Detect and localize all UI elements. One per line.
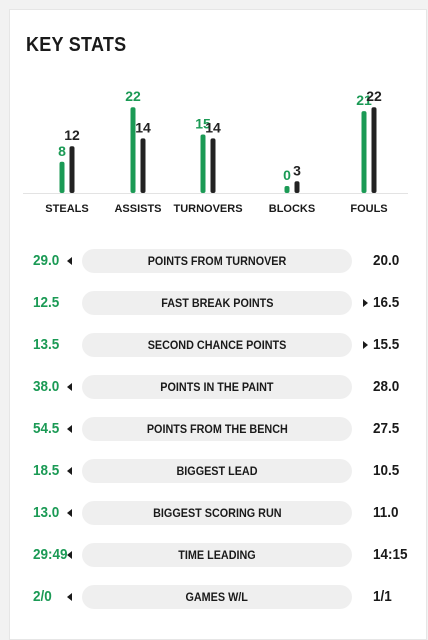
leader-left-arrow-icon [67, 551, 72, 559]
leader-left-arrow-icon [67, 257, 72, 265]
bar-fouls-team2 [371, 107, 377, 193]
stat-row: 2/0 GAMES W/L 1/1 [10, 585, 428, 609]
stat-row: 29:49 TIME LEADING 14:15 [10, 543, 428, 567]
stat-row: 38.0 POINTS IN THE PAINT 28.0 [10, 375, 428, 399]
stat-row: 54.5 POINTS FROM THE BENCH 27.5 [10, 417, 428, 441]
leader-left-arrow-icon [67, 425, 72, 433]
category-label-turnovers: TURNOVERS [173, 203, 242, 215]
bar-value-fouls-team2: 22 [366, 88, 382, 104]
bar-fouls-team1 [361, 111, 367, 193]
stat-label: TIME LEADING [178, 548, 256, 562]
bar-turnovers-team2 [210, 138, 216, 193]
bar-value-steals-team2: 12 [64, 127, 80, 143]
category-label-steals: STEALS [45, 203, 88, 215]
bar-value-fouls-team1: 21 [356, 92, 372, 108]
bar-turnovers-team1 [200, 134, 206, 193]
stat-left-value: 54.5 [33, 420, 60, 437]
stat-label-pill: BIGGEST SCORING RUN [82, 501, 352, 525]
bar-value-turnovers-team2: 14 [205, 119, 221, 135]
stat-left-value: 13.0 [33, 504, 60, 521]
stat-label-pill: GAMES W/L [82, 585, 352, 609]
stat-label-pill: POINTS IN THE PAINT [82, 375, 352, 399]
stat-label: BIGGEST LEAD [176, 464, 258, 478]
stat-right-value: 14:15 [373, 546, 408, 563]
stat-row: 18.5 BIGGEST LEAD 10.5 [10, 459, 428, 483]
stat-label: POINTS FROM TURNOVER [147, 254, 287, 268]
bar-blocks-team2 [294, 181, 300, 193]
bar-value-assists-team2: 14 [135, 119, 151, 135]
bar-blocks-team1 [284, 186, 290, 193]
bar-value-blocks-team2: 3 [293, 162, 301, 178]
stat-label-pill: BIGGEST LEAD [82, 459, 352, 483]
leader-left-arrow-icon [67, 593, 72, 601]
stat-left-value: 12.5 [33, 294, 60, 311]
leader-left-arrow-icon [67, 467, 72, 475]
stat-left-value: 2/0 [33, 588, 52, 605]
category-label-fouls: FOULS [350, 203, 387, 215]
stat-left-value: 13.5 [33, 336, 60, 353]
stat-row: 13.0 BIGGEST SCORING RUN 11.0 [10, 501, 428, 525]
stat-row: 29.0 POINTS FROM TURNOVER 20.0 [10, 249, 428, 273]
leader-left-arrow-icon [67, 509, 72, 517]
stat-row: 13.5 SECOND CHANCE POINTS 15.5 [10, 333, 428, 357]
stat-left-value: 29:49 [33, 546, 68, 563]
stat-left-value: 38.0 [33, 378, 60, 395]
stat-right-value: 20.0 [373, 252, 400, 269]
stat-label-pill: FAST BREAK POINTS [82, 291, 352, 315]
bar-value-turnovers-team1: 15 [195, 116, 211, 132]
stat-label: FAST BREAK POINTS [160, 296, 274, 310]
key-stats-card: KEY STATS 8 12 STEALS 22 14 ASSISTS 15 14 TURNOV… [9, 9, 427, 640]
stat-label: POINTS IN THE PAINT [160, 380, 274, 394]
bar-value-assists-team1: 22 [125, 88, 141, 104]
stat-label: BIGGEST SCORING RUN [152, 506, 282, 520]
stat-left-value: 18.5 [33, 462, 60, 479]
stat-label-pill: POINTS FROM TURNOVER [82, 249, 352, 273]
stat-right-value: 10.5 [373, 462, 400, 479]
leader-right-arrow-icon [363, 341, 368, 349]
stat-label-pill: TIME LEADING [82, 543, 352, 567]
stat-right-value: 11.0 [373, 504, 399, 521]
stat-right-value: 16.5 [373, 294, 400, 311]
stat-label: SECOND CHANCE POINTS [147, 338, 287, 352]
bar-assists-team1 [130, 107, 136, 193]
stat-label: POINTS FROM THE BENCH [146, 422, 288, 436]
bar-steals-team2 [69, 146, 75, 193]
stat-label-pill: SECOND CHANCE POINTS [82, 333, 352, 357]
stat-left-value: 29.0 [33, 252, 60, 269]
bar-assists-team2 [140, 138, 146, 193]
stat-row: 12.5 FAST BREAK POINTS 16.5 [10, 291, 428, 315]
stat-right-value: 1/1 [373, 588, 392, 605]
stat-label-pill: POINTS FROM THE BENCH [82, 417, 352, 441]
bar-value-blocks-team1: 0 [283, 167, 291, 183]
stat-right-value: 28.0 [373, 378, 400, 395]
leader-left-arrow-icon [67, 383, 72, 391]
bar-value-steals-team1: 8 [58, 143, 66, 159]
leader-right-arrow-icon [363, 299, 368, 307]
key-stats-title: KEY STATS [26, 34, 127, 56]
category-label-assists: ASSISTS [114, 203, 161, 215]
stat-right-value: 27.5 [373, 420, 400, 437]
stat-right-value: 15.5 [373, 336, 400, 353]
stat-label: GAMES W/L [185, 590, 249, 604]
category-label-blocks: BLOCKS [269, 203, 315, 215]
bar-steals-team1 [59, 161, 65, 193]
